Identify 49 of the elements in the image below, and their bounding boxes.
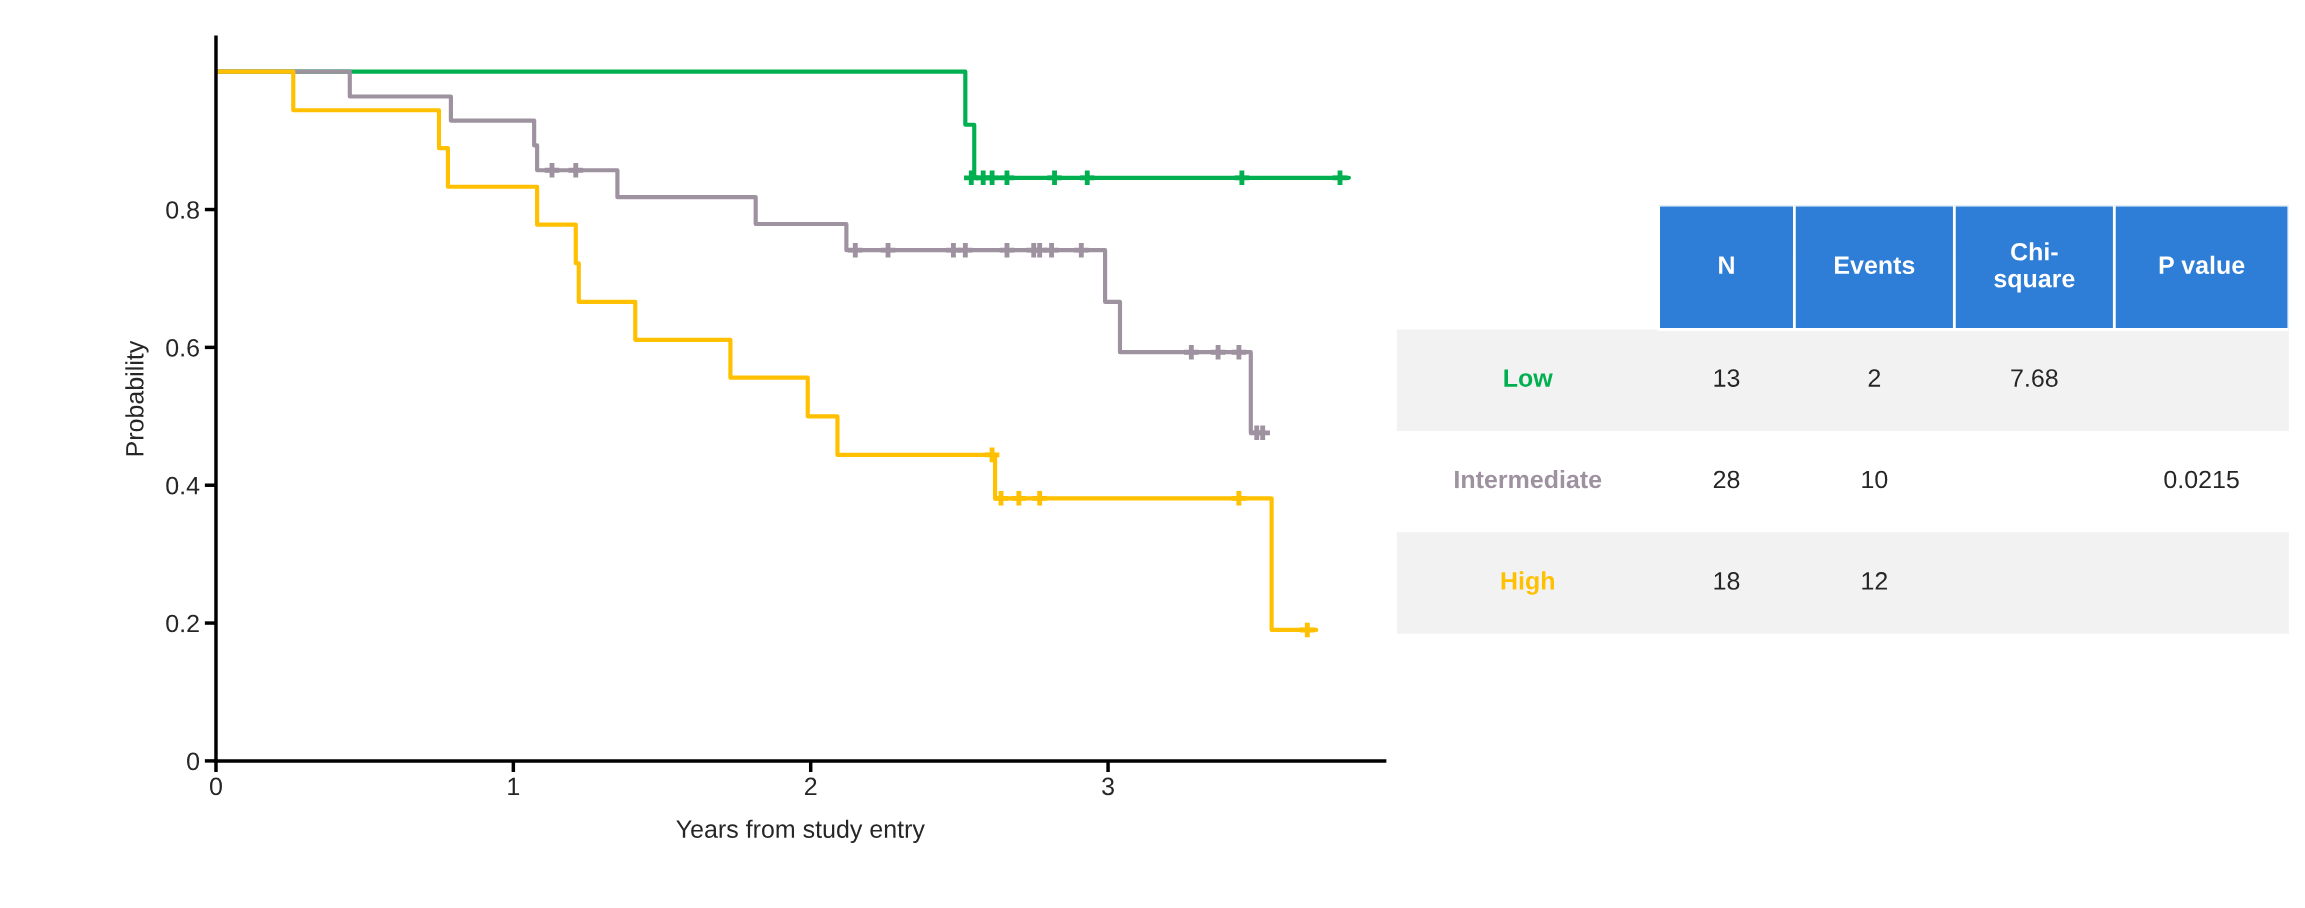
point [1231, 344, 1247, 360]
category-label: N [1719, 256, 1734, 274]
point [1044, 242, 1059, 258]
x-tick-label: 1 [508, 777, 520, 795]
point [1210, 344, 1226, 360]
text: 0.0215 [2164, 470, 2239, 489]
point [1184, 344, 1199, 360]
x-tick-label: 2 [805, 777, 817, 795]
text: 28 [1713, 470, 1740, 489]
text: 18 [1714, 572, 1740, 590]
category-label: Events [1835, 256, 1915, 275]
text: 2 [1868, 369, 1881, 387]
point [1032, 491, 1047, 506]
point [1300, 622, 1315, 638]
point [1074, 242, 1089, 258]
text: 7.68 [2011, 369, 2058, 387]
text: High [1501, 571, 1554, 595]
point [958, 242, 973, 258]
point [984, 170, 1000, 186]
point [1234, 170, 1250, 186]
point [1011, 491, 1027, 506]
y-axis-title: Probability [125, 340, 149, 456]
text: 12 [1862, 572, 1888, 590]
y-tick-label: 0.6 [166, 338, 199, 357]
text: Low [1504, 369, 1553, 387]
point [1332, 170, 1348, 186]
point [880, 242, 896, 258]
x-tick-label: 0 [210, 777, 222, 796]
point [993, 491, 1009, 506]
text: 10 [1862, 470, 1888, 489]
point [999, 242, 1015, 258]
x-axis-title: Years from study entry [676, 819, 925, 843]
y-tick-label: 0.4 [166, 476, 200, 495]
point [984, 447, 1000, 463]
point [568, 162, 584, 178]
point [1047, 170, 1062, 186]
x-tick-label: 3 [1102, 777, 1114, 796]
point [848, 242, 863, 258]
y-tick-label: 0.2 [166, 614, 199, 633]
category-label: P value [2159, 255, 2245, 275]
category-label: Chi-square [1994, 242, 2075, 293]
point [544, 162, 560, 178]
point [1231, 491, 1247, 506]
text: 13 [1714, 369, 1740, 387]
point [1079, 170, 1095, 186]
y-tick-label: 0.8 [166, 201, 199, 219]
y-tick-label: 0 [187, 752, 200, 771]
text: Intermediate [1455, 469, 1602, 489]
point [999, 170, 1015, 186]
